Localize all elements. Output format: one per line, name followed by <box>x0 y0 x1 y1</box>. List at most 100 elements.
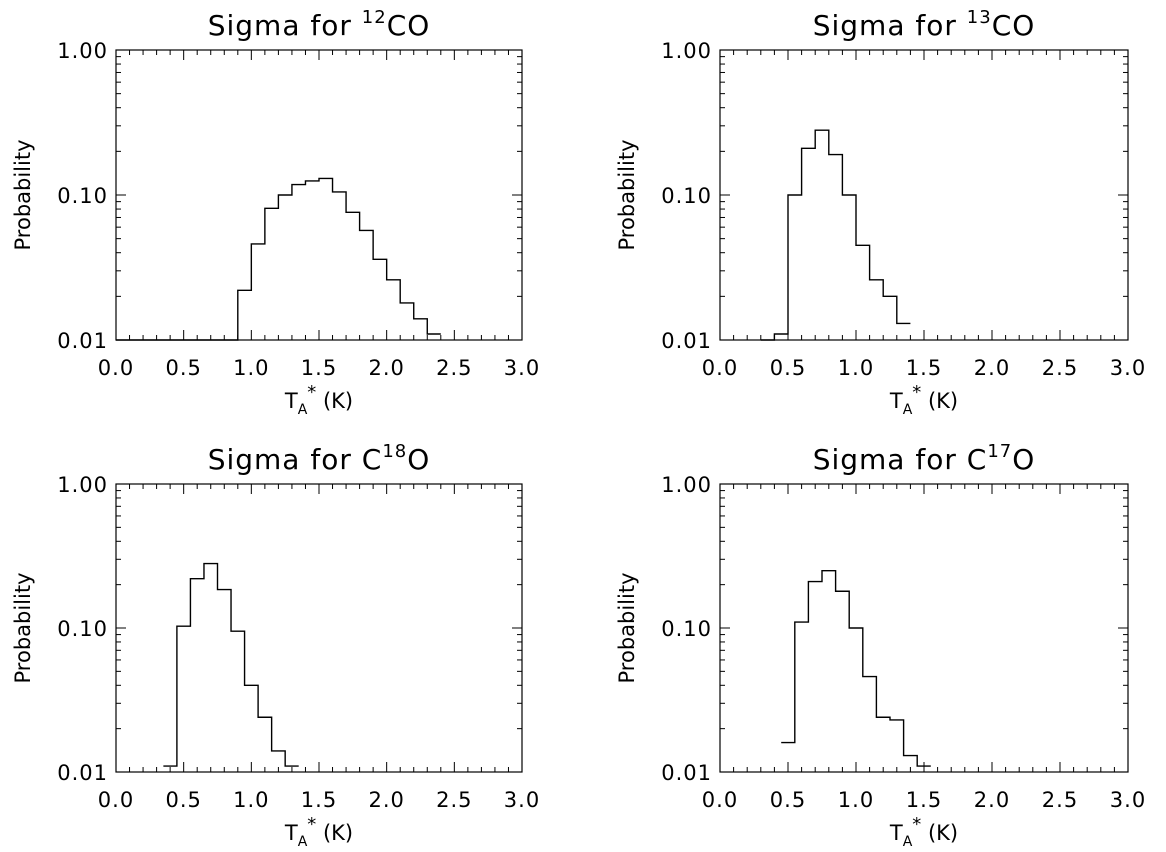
histogram-bin <box>414 319 428 340</box>
histogram-bin <box>387 280 401 340</box>
histogram-bin <box>177 626 191 772</box>
x-tick-label: 1.5 <box>906 788 942 812</box>
x-axis-label: TA* (K) <box>889 814 958 850</box>
x-tick-label: 1.0 <box>233 788 269 812</box>
x-tick-label: 1.5 <box>301 356 337 380</box>
x-tick-label: 3.0 <box>1110 356 1146 380</box>
x-axis-label-star: * <box>307 382 316 403</box>
x-tick-label: 2.0 <box>974 788 1010 812</box>
y-axis-label: Probability <box>615 139 639 250</box>
x-axis-label-star: * <box>307 814 316 835</box>
x-axis-label-subscript: A <box>298 402 308 418</box>
chart-title-superscript: 18 <box>382 441 407 462</box>
histogram-bin <box>400 303 414 340</box>
histogram-steps <box>116 177 441 341</box>
x-tick-label: 0.5 <box>165 788 201 812</box>
histogram-bin <box>292 185 306 340</box>
x-tick-label: 1.0 <box>838 356 874 380</box>
x-tick-label: 2.0 <box>368 788 404 812</box>
y-axis-label: Probability <box>615 572 639 683</box>
x-tick-label: 3.0 <box>504 788 540 812</box>
x-axis-label-unit: (K) <box>921 821 958 845</box>
histogram-bin <box>870 280 884 340</box>
histogram-bin <box>842 195 856 340</box>
x-axis-label-symbol: T <box>284 821 298 845</box>
chart-title-suffix: CO <box>387 9 431 42</box>
y-tick-label: 0.10 <box>661 617 712 641</box>
histogram-bin <box>245 685 259 772</box>
histogram-bin <box>251 244 265 340</box>
histogram-bin <box>427 334 441 340</box>
chart-title-suffix: O <box>1012 443 1035 476</box>
chart-panel-3: 0.0 0.5 1.0 1.5 2.0 2.5 3.0 0.01 0.10 1.00 Sigma f… <box>11 441 540 850</box>
x-axis-label-unit: (K) <box>921 389 958 413</box>
histogram-bin <box>849 628 863 772</box>
chart-title-superscript: 17 <box>987 441 1012 462</box>
histogram-bin <box>876 717 890 772</box>
histogram-bin <box>333 192 347 340</box>
histogram-bin <box>258 717 272 772</box>
histogram-bin <box>808 582 822 772</box>
y-tick-label: 1.00 <box>57 39 108 63</box>
y-tick-label: 0.10 <box>661 184 712 208</box>
chart-title-prefix: Sigma for C <box>813 443 988 476</box>
x-tick-label: 0.5 <box>165 356 201 380</box>
chart-title-prefix: Sigma for <box>208 9 362 42</box>
chart-title-suffix: CO <box>992 9 1036 42</box>
histogram-bin <box>829 155 843 340</box>
x-axis-label-subscript: A <box>298 834 308 850</box>
histogram-bin <box>774 334 788 340</box>
y-tick-label: 0.01 <box>57 329 108 353</box>
x-axis-label-subscript: A <box>903 834 913 850</box>
chart-title-suffix: O <box>407 443 430 476</box>
histogram-bin <box>265 208 279 340</box>
x-tick-label: 2.0 <box>368 356 404 380</box>
x-axis-label-symbol: T <box>889 821 903 845</box>
histogram-bin <box>373 259 387 340</box>
x-axis-label: TA* (K) <box>889 382 958 418</box>
plot-frame <box>115 49 523 341</box>
histogram-bin <box>346 212 360 340</box>
x-axis-label-symbol: T <box>284 389 298 413</box>
y-axis-label: Probability <box>11 139 35 250</box>
y-tick-label: 1.00 <box>661 39 712 63</box>
histogram-steps <box>760 129 911 341</box>
histogram-bin <box>231 631 245 772</box>
x-tick-label: 2.5 <box>436 788 472 812</box>
chart-panel-4: 0.0 0.5 1.0 1.5 2.0 2.5 3.0 0.01 0.10 1.00 Sigma f… <box>615 441 1145 850</box>
x-tick-label: 3.0 <box>504 356 540 380</box>
y-tick-label: 1.00 <box>661 473 712 497</box>
chart-panel-2: 0.0 0.5 1.0 1.5 2.0 2.5 3.0 0.01 0.10 1.00 Sigma f… <box>615 7 1146 418</box>
histogram-bin <box>360 230 374 340</box>
x-axis-label-unit: (K) <box>316 389 353 413</box>
histogram-steps <box>163 562 299 767</box>
y-tick-label: 0.10 <box>57 617 108 641</box>
x-tick-label: 0.5 <box>770 356 806 380</box>
x-tick-label: 0.0 <box>702 788 738 812</box>
x-axis-label-unit: (K) <box>316 821 353 845</box>
x-tick-label: 2.5 <box>1042 356 1078 380</box>
chart-title: Sigma for C18O <box>208 441 431 476</box>
histogram-bin <box>204 564 218 772</box>
x-tick-label: 2.5 <box>436 356 472 380</box>
histogram-bin <box>305 181 319 340</box>
x-axis-label-symbol: T <box>889 389 903 413</box>
chart-title: Sigma for 13CO <box>813 7 1036 42</box>
y-tick-label: 0.01 <box>661 761 712 785</box>
y-tick-label: 0.01 <box>661 329 712 353</box>
y-tick-label: 1.00 <box>57 473 108 497</box>
x-axis-label: TA* (K) <box>284 382 353 418</box>
y-tick-label: 0.10 <box>57 184 108 208</box>
x-tick-label: 0.5 <box>770 788 806 812</box>
x-axis-label-subscript: A <box>903 402 913 418</box>
chart-title-prefix: Sigma for <box>813 9 967 42</box>
x-axis-label: TA* (K) <box>284 814 353 850</box>
histogram-bin <box>319 178 333 340</box>
chart-title: Sigma for 12CO <box>208 7 431 42</box>
histogram-bin <box>218 590 232 772</box>
x-tick-label: 0.0 <box>98 788 134 812</box>
histogram-bin <box>795 622 809 772</box>
chart-title-superscript: 13 <box>967 7 992 28</box>
histogram-bin <box>815 130 829 340</box>
